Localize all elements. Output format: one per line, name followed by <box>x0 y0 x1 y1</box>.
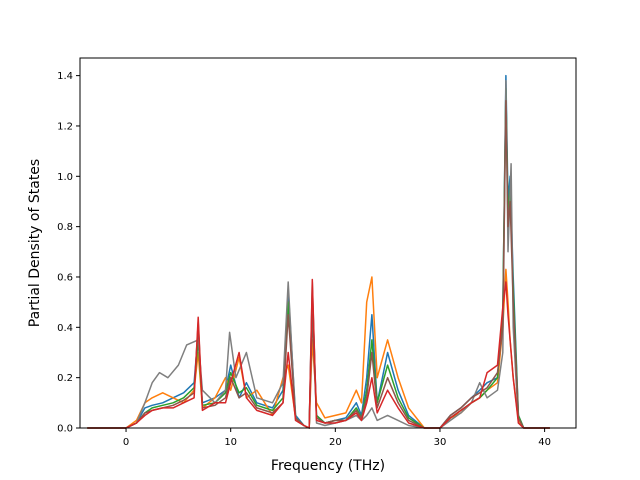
y-tick-label: 0.0 <box>57 424 73 435</box>
y-ticks: 0.0 0.2 0.4 0.6 0.8 1.0 1.2 1.4 <box>57 71 80 435</box>
series-group <box>87 74 550 429</box>
y-tick-label: 1.4 <box>57 71 73 82</box>
x-tick-label: 30 <box>434 437 447 448</box>
x-tick-label: 40 <box>538 437 551 448</box>
y-tick-label: 0.4 <box>57 323 73 334</box>
x-tick-label: 0 <box>123 437 129 448</box>
y-tick-label: 0.6 <box>57 272 73 283</box>
x-tick-label: 20 <box>329 437 342 448</box>
x-tick-label: 10 <box>224 437 237 448</box>
y-tick-label: 0.2 <box>57 373 73 384</box>
y-axis-label: Partial Density of States <box>27 159 43 327</box>
series-line-6 <box>87 278 550 429</box>
y-tick-label: 1.0 <box>57 172 73 183</box>
y-tick-label: 0.8 <box>57 222 73 233</box>
series-line-4 <box>87 79 550 429</box>
y-tick-label: 1.2 <box>57 121 73 132</box>
x-axis-label: Frequency (THz) <box>271 458 385 474</box>
axes-frame <box>79 57 577 429</box>
x-ticks: 0 10 20 30 40 <box>123 428 551 448</box>
